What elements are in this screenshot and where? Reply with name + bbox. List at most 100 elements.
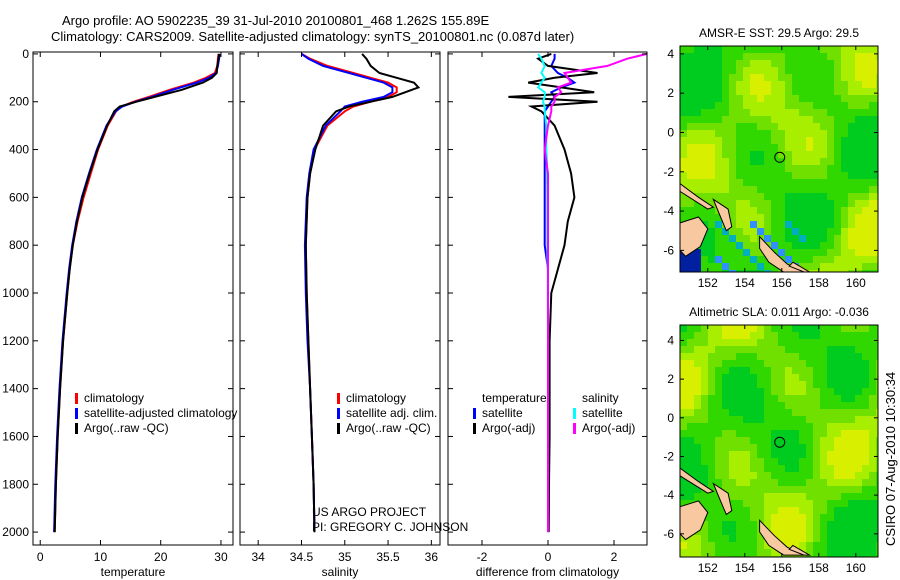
map-cell — [736, 130, 743, 137]
map-cell — [694, 102, 701, 109]
map-cell — [841, 472, 848, 479]
map-cell — [771, 416, 778, 423]
map-cell — [799, 346, 806, 353]
map-cell — [806, 430, 813, 437]
map-cell — [799, 493, 806, 500]
map-cell — [820, 158, 827, 165]
map-cell — [820, 388, 827, 395]
map-cell — [708, 95, 715, 102]
map-cell — [820, 214, 827, 221]
map-cell — [715, 500, 722, 507]
map-cell — [841, 186, 848, 193]
map-cell — [708, 458, 715, 465]
map-cell — [834, 144, 841, 151]
map-cell — [834, 451, 841, 458]
map-cell — [750, 458, 757, 465]
map-cell — [862, 81, 869, 88]
map-cell — [680, 500, 687, 507]
map-cell — [806, 409, 813, 416]
map-cell — [834, 479, 841, 486]
map-cell — [799, 109, 806, 116]
map-cell — [848, 332, 855, 339]
project-label: US ARGO PROJECT — [312, 505, 427, 519]
map-cell — [701, 270, 708, 272]
map-cell — [834, 186, 841, 193]
map-cell — [778, 451, 785, 458]
map-cell — [729, 95, 736, 102]
map-cell — [715, 542, 722, 549]
map-cell — [701, 423, 708, 430]
depth-tick-label: 1400 — [2, 382, 29, 396]
map-cell — [869, 242, 876, 249]
map-cell — [764, 507, 771, 514]
map-cell — [876, 67, 878, 74]
map-cell — [876, 46, 878, 53]
map-cell — [736, 200, 743, 207]
map-cell — [813, 472, 820, 479]
map-cell — [750, 88, 757, 95]
map-cell — [694, 207, 701, 214]
map-cell — [827, 102, 834, 109]
map-cell — [862, 549, 869, 556]
map-cell — [722, 360, 729, 367]
map-cell — [862, 458, 869, 465]
map-cell — [799, 367, 806, 374]
map-cell — [869, 60, 876, 67]
map-cell — [729, 179, 736, 186]
map-cell — [827, 53, 834, 60]
lon-tick-label: 158 — [809, 561, 829, 575]
map-cell — [701, 109, 708, 116]
map-cell — [862, 507, 869, 514]
map-cell — [701, 388, 708, 395]
map-cell — [848, 325, 855, 332]
map-cell — [806, 200, 813, 207]
map-cell — [701, 381, 708, 388]
map-cell — [687, 88, 694, 95]
map-cell — [701, 144, 708, 151]
map-cell — [736, 514, 743, 521]
map-cell — [722, 130, 729, 137]
map-cell — [701, 444, 708, 451]
map-cell — [757, 395, 764, 402]
map-cell — [750, 381, 757, 388]
map-cell — [729, 88, 736, 95]
map-cell — [687, 123, 694, 130]
map-cell — [862, 235, 869, 242]
map-cell — [729, 144, 736, 151]
map-cell — [715, 472, 722, 479]
map-cell — [701, 165, 708, 172]
map-cell — [715, 116, 722, 123]
map-cell — [862, 479, 869, 486]
map-cell — [715, 339, 722, 346]
map-cell — [750, 451, 757, 458]
map-cell — [862, 535, 869, 542]
salinity-x-tick-label: 36 — [425, 550, 439, 564]
map-cell — [799, 67, 806, 74]
map-cell — [701, 130, 708, 137]
map-cell — [806, 214, 813, 221]
map-cell — [820, 472, 827, 479]
map-cell — [729, 60, 736, 67]
map-cell — [834, 221, 841, 228]
legend-label: satellite — [582, 406, 623, 420]
map-cell — [757, 444, 764, 451]
map-cell — [799, 458, 806, 465]
map-cell — [778, 186, 785, 193]
map-cell — [687, 53, 694, 60]
map-cell — [785, 116, 792, 123]
map-cell — [827, 339, 834, 346]
map-cell — [778, 423, 785, 430]
map-cell — [778, 479, 785, 486]
map-cell — [722, 402, 729, 409]
map-cell — [785, 402, 792, 409]
map-cell — [757, 514, 764, 521]
map-cell — [820, 109, 827, 116]
map-cell — [806, 60, 813, 67]
map-cell — [799, 507, 806, 514]
map-cell — [757, 360, 764, 367]
map-cell — [813, 325, 820, 332]
map-cell — [715, 479, 722, 486]
map-cell — [729, 325, 736, 332]
map-cell — [813, 444, 820, 451]
map-cell — [841, 542, 848, 549]
